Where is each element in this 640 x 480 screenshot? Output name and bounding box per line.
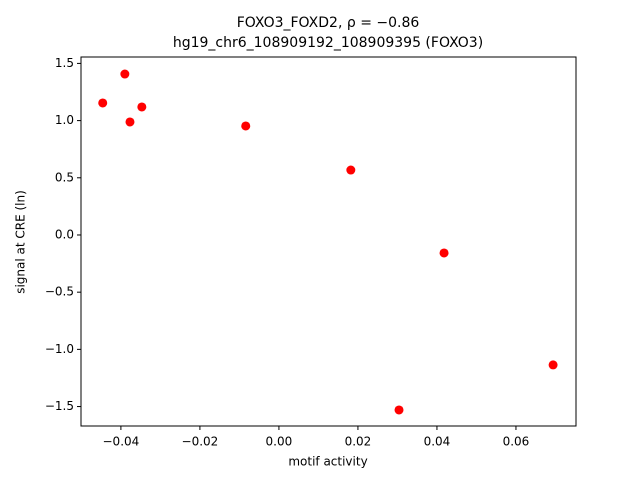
x-tick-label: 0.04 xyxy=(424,435,451,449)
x-tick-label: 0.06 xyxy=(503,435,530,449)
y-tick-label: −1.0 xyxy=(45,342,74,356)
scatter-point xyxy=(394,405,404,415)
x-axis-label: motif activity xyxy=(288,455,367,469)
scatter-point xyxy=(439,248,449,258)
scatter-point xyxy=(120,69,130,79)
plot-frame xyxy=(80,56,577,427)
x-tick-label: 0.00 xyxy=(266,435,293,449)
scatter-point xyxy=(241,121,251,131)
y-tick-label: −1.5 xyxy=(45,399,74,413)
y-axis-label: signal at CRE (ln) xyxy=(14,190,28,294)
scatter-point xyxy=(98,98,108,108)
x-tick-label: −0.04 xyxy=(103,435,140,449)
x-tick-label: −0.02 xyxy=(182,435,219,449)
scatter-point xyxy=(548,360,558,370)
scatter-point xyxy=(125,117,135,127)
y-tick-label: 0.5 xyxy=(55,170,74,184)
x-tick-label: 0.02 xyxy=(345,435,372,449)
scatter-point xyxy=(346,165,356,175)
chart-title: FOXO3_FOXD2, ρ = −0.86 xyxy=(237,15,420,31)
y-tick-label: 1.5 xyxy=(55,56,74,70)
scatter-point xyxy=(137,102,147,112)
y-tick-label: 0.0 xyxy=(55,227,74,241)
y-tick-label: −0.5 xyxy=(45,285,74,299)
chart-subtitle: hg19_chr6_108909192_108909395 (FOXO3) xyxy=(173,35,483,51)
y-tick-label: 1.0 xyxy=(55,113,74,127)
